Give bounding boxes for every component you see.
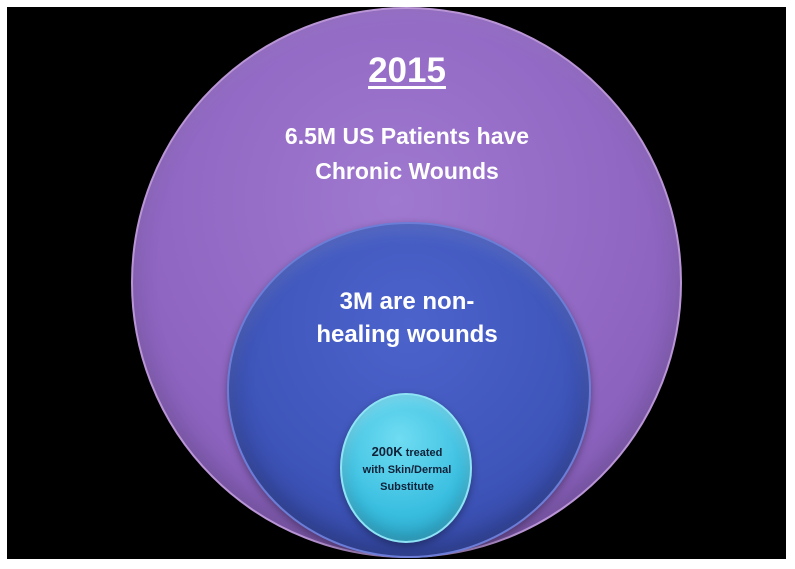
- inner-label-line-2: with Skin/Dermal: [362, 464, 452, 476]
- diagram-canvas: 2015 6.5M US Patients have Chronic Wound…: [7, 7, 786, 559]
- middle-circle-label: 3M are non- healing wounds: [257, 285, 557, 351]
- outer-label-line-1: 6.5M US Patients have: [284, 123, 530, 149]
- inner-label-line-1: 200K treated: [342, 443, 472, 462]
- middle-label-line-2: healing wounds: [316, 321, 498, 348]
- inner-label-line-3: Substitute: [380, 481, 434, 493]
- middle-label-line-1: 3M are non-: [339, 288, 475, 315]
- inner-circle-label: 200K treated with Skin/Dermal Substitute: [342, 443, 472, 496]
- outer-label-line-2: Chronic Wounds: [315, 158, 499, 184]
- inner-label-emphasis: 200K: [371, 444, 403, 459]
- inner-label-line-1-rest: treated: [402, 447, 443, 459]
- diagram-title: 2015: [368, 51, 446, 90]
- inner-circle-treated: [340, 393, 472, 543]
- outer-circle-label: 6.5M US Patients have Chronic Wounds: [207, 119, 607, 189]
